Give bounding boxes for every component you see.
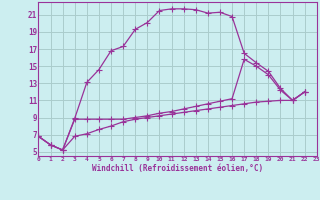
- X-axis label: Windchill (Refroidissement éolien,°C): Windchill (Refroidissement éolien,°C): [92, 164, 263, 173]
